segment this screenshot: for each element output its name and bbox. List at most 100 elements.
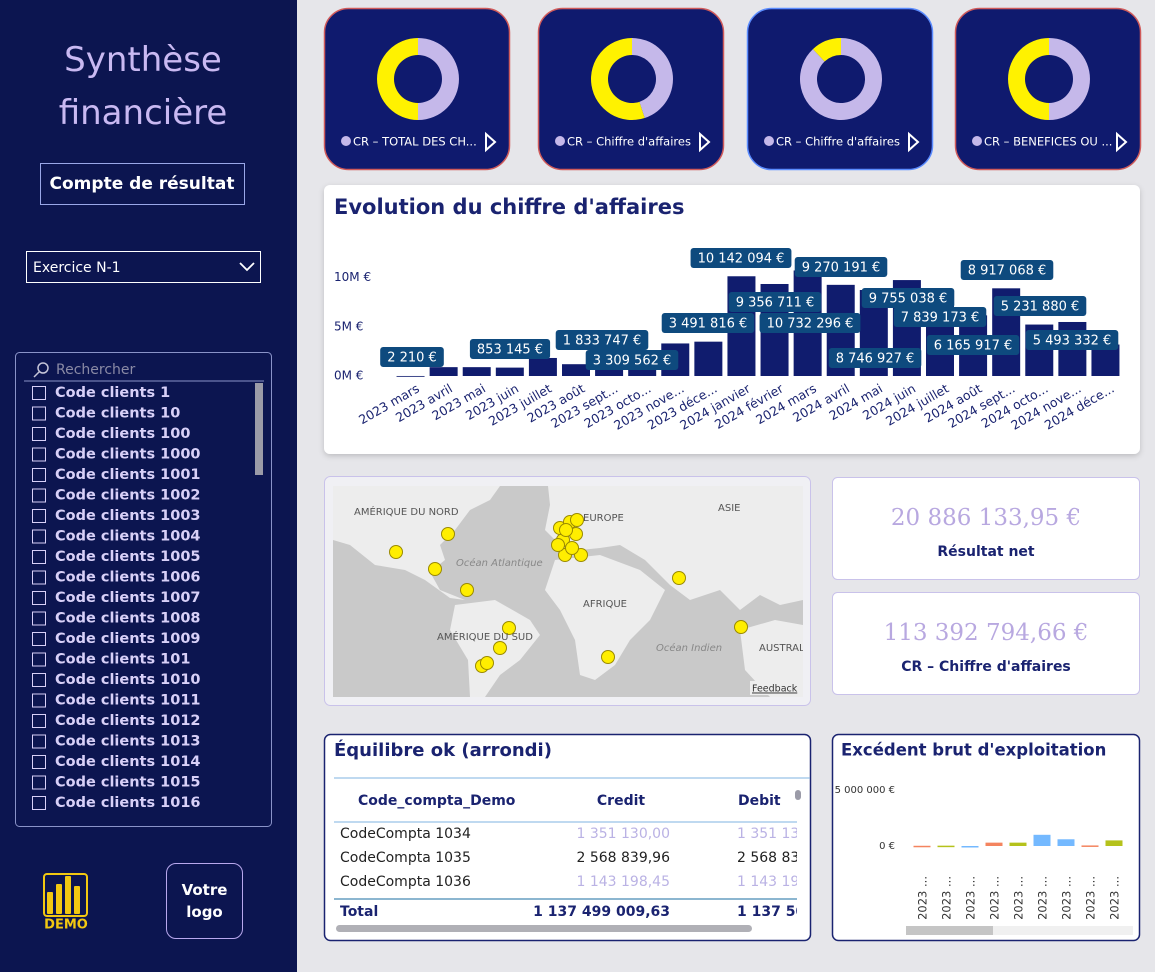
nav-button[interactable] bbox=[40, 163, 245, 205]
checkbox[interactable] bbox=[32, 775, 46, 790]
map bbox=[333, 486, 803, 697]
y-tick-label: 0 € bbox=[879, 841, 895, 852]
map-feedback: Feedback bbox=[752, 684, 798, 695]
client-item: Code clients 1001 bbox=[55, 467, 201, 483]
donut-label: CR – Chiffre d'affaires bbox=[567, 135, 691, 149]
client-item: Code clients 1010 bbox=[55, 672, 201, 688]
bar bbox=[1081, 845, 1099, 847]
map-label: Océan Atlantique bbox=[456, 557, 543, 569]
drill-arrow[interactable] bbox=[1116, 131, 1128, 153]
x-tick-label: 2023 ... bbox=[1084, 876, 1098, 920]
kpi-label: Résultat net bbox=[937, 544, 1035, 560]
checkbox[interactable] bbox=[32, 591, 46, 605]
data-label: 7 839 173 € bbox=[893, 307, 987, 327]
scrollbar[interactable] bbox=[795, 790, 801, 800]
column-header: Code_compta_Demo bbox=[358, 793, 516, 809]
legend-dot bbox=[972, 136, 982, 146]
data-label-bg bbox=[828, 348, 922, 368]
drill-arrow[interactable] bbox=[485, 131, 497, 153]
checkbox[interactable] bbox=[32, 468, 46, 482]
data-label-bg bbox=[585, 350, 679, 370]
checkbox[interactable] bbox=[32, 550, 46, 564]
data-label-text: 9 755 038 € bbox=[869, 292, 948, 307]
donut-slice bbox=[812, 38, 841, 62]
checkbox[interactable] bbox=[32, 611, 46, 626]
checkbox[interactable] bbox=[32, 447, 46, 462]
client-item: Code clients 1004 bbox=[55, 529, 201, 545]
checkbox[interactable] bbox=[32, 406, 46, 421]
client-item: Code clients 1000 bbox=[55, 447, 201, 463]
table-cell: CodeCompta 1035 bbox=[340, 850, 471, 866]
data-label-bg bbox=[926, 335, 1020, 355]
data-label-bg bbox=[380, 347, 444, 367]
data-label: 1 833 747 € bbox=[555, 330, 649, 350]
checkbox[interactable] bbox=[32, 427, 46, 441]
x-tick-label: 2023 ... bbox=[1060, 876, 1074, 920]
donut-label: CR – BENEFICES OU ... bbox=[984, 135, 1112, 149]
search-icon bbox=[33, 371, 40, 378]
drill-arrow[interactable] bbox=[908, 131, 920, 153]
donut-card[interactable] bbox=[537, 7, 725, 171]
bar bbox=[562, 364, 590, 376]
bar bbox=[985, 842, 1003, 846]
x-tick-label: 2023 ... bbox=[916, 876, 930, 920]
checkbox[interactable] bbox=[32, 652, 46, 667]
checkbox[interactable] bbox=[32, 714, 46, 728]
legend-dot bbox=[341, 136, 351, 146]
x-tick-label: 2023 ... bbox=[1036, 876, 1050, 920]
checkbox[interactable] bbox=[32, 529, 46, 544]
kpi-card bbox=[832, 477, 1140, 580]
data-label-text: 9 270 191 € bbox=[802, 261, 881, 276]
checkbox[interactable] bbox=[32, 570, 46, 585]
scrollbar[interactable] bbox=[336, 925, 752, 932]
table-total: Total bbox=[340, 904, 378, 920]
column-header: Debit bbox=[738, 793, 781, 809]
client-item: Code clients 1011 bbox=[55, 693, 201, 709]
scrollbar[interactable] bbox=[255, 383, 263, 475]
table-title: Équilibre ok (arrondi) bbox=[334, 739, 552, 761]
donut-card[interactable] bbox=[954, 7, 1142, 171]
data-label-bg bbox=[759, 313, 861, 333]
client-item: Code clients 1015 bbox=[55, 775, 201, 791]
donut-slice bbox=[1008, 38, 1049, 120]
map-label: Océan Indien bbox=[656, 642, 722, 654]
table-cell: 2 568 839,96 bbox=[576, 850, 670, 866]
client-item: Code clients 1007 bbox=[55, 590, 201, 606]
client-item: Code clients 1005 bbox=[55, 549, 201, 565]
data-label: 9 755 038 € bbox=[861, 288, 955, 308]
client-item: Code clients 101 bbox=[55, 652, 190, 668]
custom-logo: Votre logo bbox=[166, 863, 243, 939]
donut-card[interactable] bbox=[746, 7, 934, 171]
bar bbox=[1105, 840, 1123, 846]
checkbox[interactable] bbox=[32, 509, 46, 523]
search-icon bbox=[37, 362, 49, 374]
drill-arrow[interactable] bbox=[699, 131, 711, 153]
donut-card[interactable] bbox=[323, 7, 511, 171]
kpi-value: 20 886 133,95 € bbox=[891, 505, 1081, 531]
client-item: Code clients 100 bbox=[55, 426, 190, 442]
legend-dot bbox=[555, 136, 565, 146]
checkbox[interactable] bbox=[32, 386, 46, 400]
kpi-label: CR – Chiffre d'affaires bbox=[901, 659, 1071, 675]
client-item: Code clients 1016 bbox=[55, 795, 201, 811]
y-tick-label: 10M € bbox=[334, 270, 371, 284]
checkbox[interactable] bbox=[32, 734, 46, 749]
checkbox[interactable] bbox=[32, 755, 46, 769]
checkbox[interactable] bbox=[32, 796, 46, 810]
checkbox[interactable] bbox=[32, 632, 46, 646]
data-label-bg bbox=[861, 288, 955, 308]
chart-title: Excédent brut d'exploitation bbox=[841, 741, 1106, 760]
client-item: Code clients 1 bbox=[55, 385, 170, 401]
scrollbar[interactable] bbox=[906, 926, 993, 935]
logo-text: DEMO bbox=[44, 918, 88, 933]
map-points bbox=[389, 513, 748, 673]
legend-dot bbox=[764, 136, 774, 146]
checkbox[interactable] bbox=[32, 673, 46, 687]
x-tick-label: 2023 ... bbox=[1108, 876, 1122, 920]
checkbox[interactable] bbox=[32, 693, 46, 708]
dropdown[interactable] bbox=[26, 251, 261, 283]
data-label-bg bbox=[555, 330, 649, 350]
data-label: 9 270 191 € bbox=[794, 257, 888, 277]
checkbox[interactable] bbox=[32, 488, 46, 503]
data-label-text: 853 145 € bbox=[477, 343, 543, 358]
